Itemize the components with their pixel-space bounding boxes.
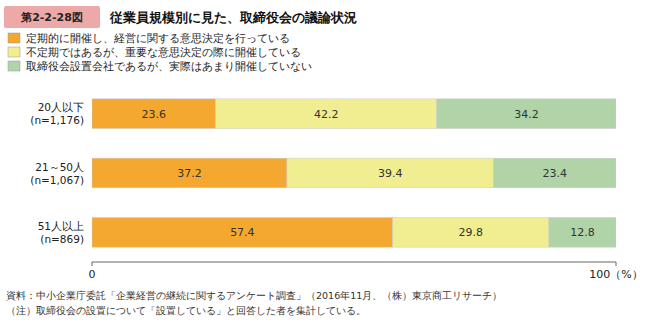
bar <box>92 158 287 188</box>
footnote: 資料：中小企業庁委託「企業経営の継続に関するアンケート調査」（2016年11月、… <box>6 290 502 301</box>
legend: 定期的に開催し、経営に関する意思決定を行っている不定期ではあるが、重要な意思決定… <box>8 32 312 73</box>
tick-label: 0 <box>89 268 96 281</box>
tick-mark <box>92 262 93 266</box>
bar <box>287 158 493 188</box>
title: 従業員規模別に見た、取締役会の議論状況 <box>109 10 357 25</box>
data-label: 29.8 <box>459 226 484 239</box>
tick-mark <box>616 262 617 266</box>
tick-label: 100（%） <box>589 268 642 281</box>
title-label: 第2-2-28図 <box>20 11 83 24</box>
footnote: （注）取締役会の設置について「設置している」と回答した者を集計している。 <box>6 305 366 316</box>
legend-swatch <box>8 33 20 43</box>
legend-label: 定期的に開催し、経営に関する意思決定を行っている <box>26 32 290 45</box>
legend-label: 不定期ではあるが、重要な意思決定の際に開催している <box>26 46 301 59</box>
category-label: 51人以上(n=869) <box>38 220 84 245</box>
bar <box>216 99 437 129</box>
data-label: 12.8 <box>570 226 595 239</box>
chart: 第2-2-28図 従業員規模別に見た、取締役会の議論状況定期的に開催し、経営に関す… <box>0 0 668 324</box>
bar <box>92 218 393 248</box>
title-label-box <box>4 6 100 28</box>
data-label: 23.6 <box>142 108 167 121</box>
data-label: 39.4 <box>378 167 403 180</box>
bar <box>393 218 549 248</box>
x-axis: 0 100（%） <box>89 262 643 281</box>
category-label: 21～50人(n=1,067) <box>30 161 84 186</box>
axis-line <box>92 262 616 263</box>
bar <box>549 218 616 248</box>
category-label: 20人以下(n=1,176) <box>30 101 84 126</box>
data-label: 37.2 <box>177 167 202 180</box>
legend-swatch <box>8 61 20 71</box>
data-label: 57.4 <box>230 226 255 239</box>
background <box>0 0 668 324</box>
data-label: 34.2 <box>514 108 539 121</box>
bar <box>92 99 216 129</box>
legend-swatch <box>8 47 20 57</box>
data-label: 42.2 <box>314 108 339 121</box>
data-labels: 23.6 42.2 34.2 37.2 39.4 23.4 57.4 29.8 12.8 <box>142 108 595 240</box>
bar <box>437 99 616 129</box>
data-label: 23.4 <box>542 167 567 180</box>
bar <box>493 158 616 188</box>
legend-label: 取締役会設置会社であるが、実際はあまり開催していない <box>26 60 312 73</box>
bars <box>92 99 616 247</box>
